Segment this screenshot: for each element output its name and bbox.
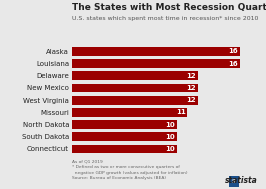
Text: 12: 12 [186, 73, 196, 79]
Text: The States with Most Recession Quarters Post 2009: The States with Most Recession Quarters … [72, 3, 266, 12]
Bar [72, 108, 187, 117]
Text: 10: 10 [165, 134, 175, 140]
Bar [72, 84, 198, 92]
Bar [72, 47, 240, 56]
Text: U.S. states which spent most time in recession* since 2010: U.S. states which spent most time in rec… [72, 16, 258, 21]
Text: 16: 16 [228, 48, 238, 54]
Text: 10: 10 [165, 146, 175, 152]
Text: 16: 16 [228, 61, 238, 67]
Bar [72, 132, 177, 141]
Text: statista: statista [225, 176, 258, 185]
Text: S: S [232, 179, 236, 184]
Bar [72, 59, 240, 68]
Text: 10: 10 [165, 122, 175, 128]
Text: As of Q1 2019
* Defined as two or more consecutive quarters of
  negative GDP gr: As of Q1 2019 * Defined as two or more c… [72, 160, 187, 180]
Bar [72, 120, 177, 129]
Text: 11: 11 [176, 109, 186, 115]
Bar [72, 71, 198, 80]
Text: 12: 12 [186, 85, 196, 91]
Text: 12: 12 [186, 97, 196, 103]
Bar [72, 96, 198, 105]
Bar [72, 145, 177, 153]
